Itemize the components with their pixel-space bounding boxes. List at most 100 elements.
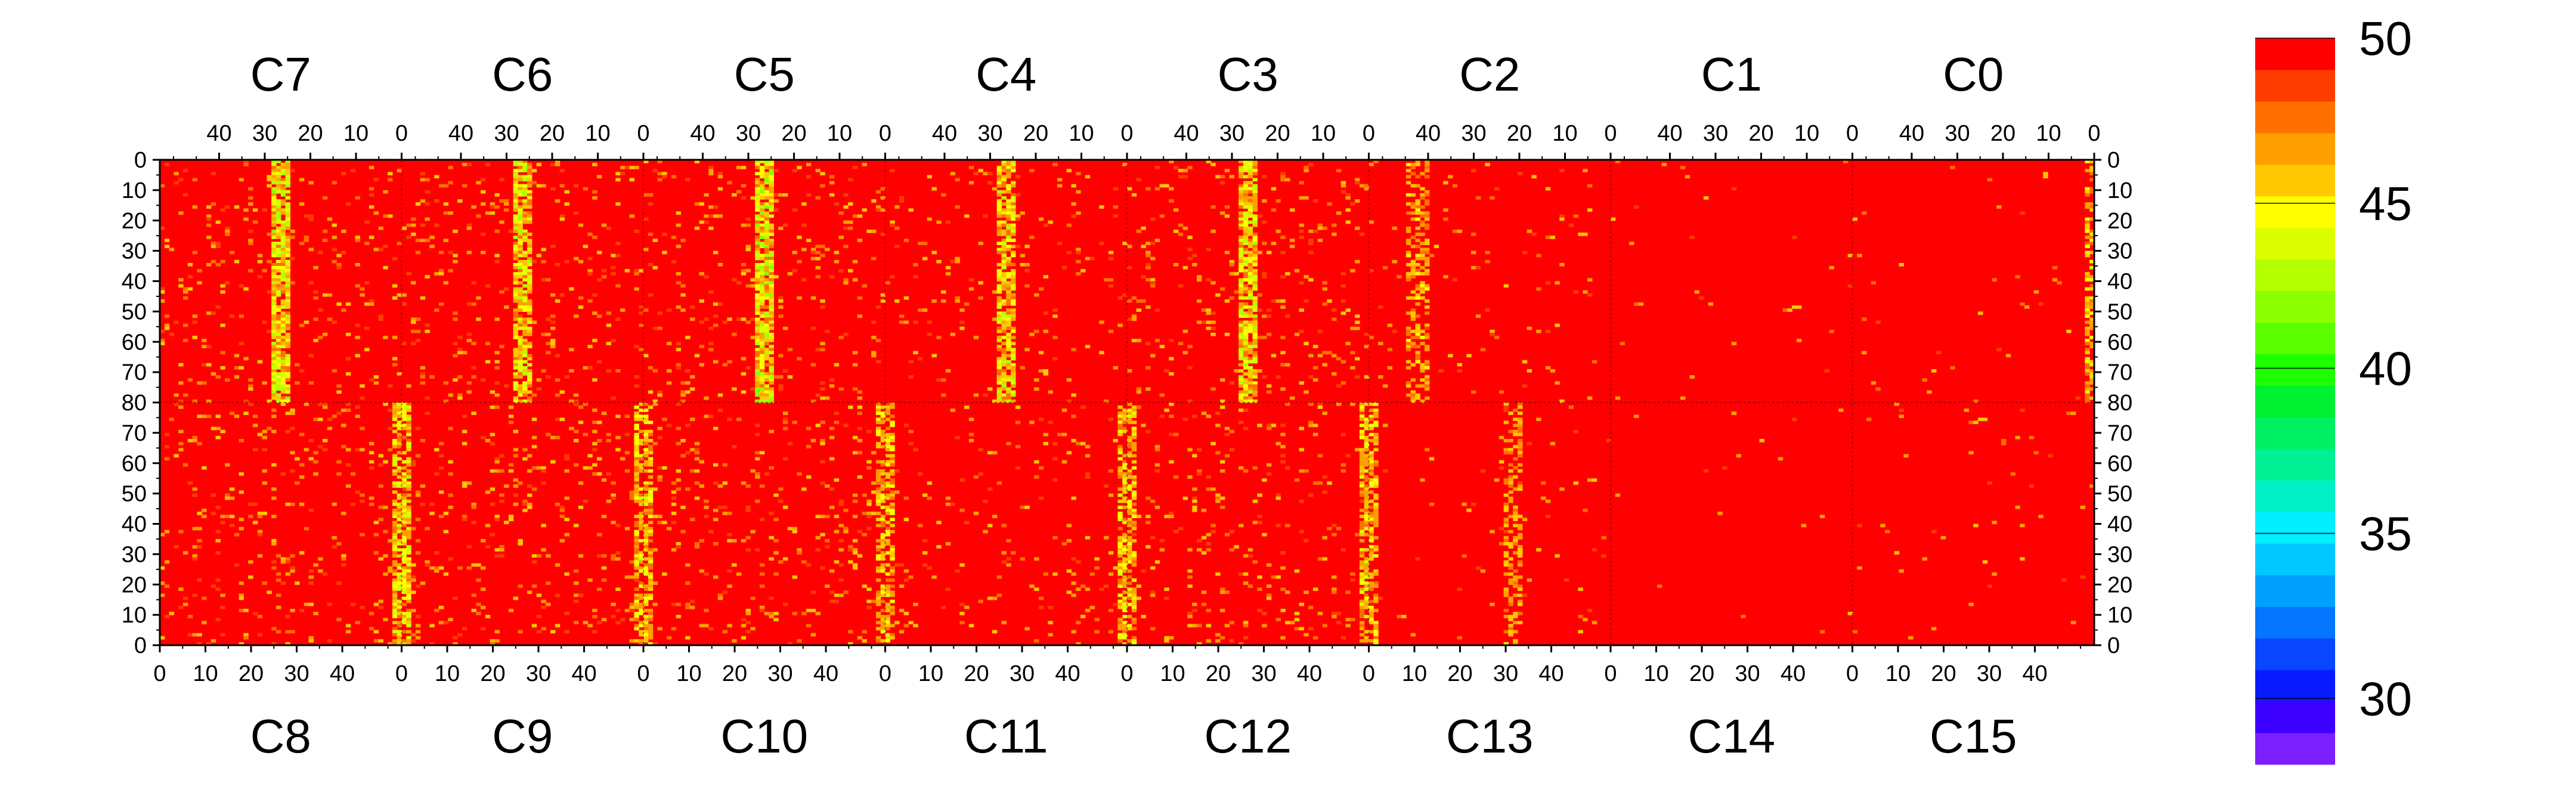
heatmap-cell <box>453 311 458 315</box>
heatmap-cell <box>755 247 760 252</box>
heatmap-cell <box>1001 384 1007 388</box>
heatmap-cell <box>248 515 253 518</box>
heatmap-cell <box>485 360 491 364</box>
heatmap-cell <box>987 451 993 455</box>
heatmap-cell <box>1252 223 1258 227</box>
heatmap-cell <box>401 342 407 345</box>
heatmap-cell <box>639 596 644 600</box>
heatmap-cell <box>1420 187 1425 191</box>
heatmap-cell <box>220 605 225 609</box>
heatmap-cell <box>680 439 686 442</box>
heatmap-cell <box>406 575 411 579</box>
heatmap-cell <box>406 417 411 422</box>
heatmap-cell <box>285 630 290 634</box>
heatmap-cell <box>601 578 607 582</box>
heatmap-cell <box>713 542 719 546</box>
heatmap-cell <box>1085 475 1091 479</box>
heatmap-cell <box>285 233 290 236</box>
heatmap-cell <box>838 236 844 239</box>
heatmap-cell <box>875 445 881 448</box>
heatmap-cell <box>769 366 774 370</box>
heatmap-cell <box>685 423 691 428</box>
heatmap-cell <box>322 196 328 200</box>
heatmap-cell <box>1024 348 1030 352</box>
heatmap-cell <box>1443 208 1448 212</box>
heatmap-cell <box>239 518 244 522</box>
heatmap-cell <box>220 521 225 525</box>
heatmap-cell <box>1257 250 1262 255</box>
heatmap-cell <box>648 557 654 561</box>
heatmap-cell <box>639 439 644 442</box>
heatmap-cell <box>1364 502 1370 506</box>
heatmap-cell <box>992 596 998 600</box>
heatmap-cell <box>415 493 421 497</box>
heatmap-cell <box>1364 454 1370 458</box>
heatmap-cell <box>750 284 756 288</box>
heatmap-cell <box>1113 205 1119 209</box>
heatmap-cell <box>1410 272 1416 275</box>
heatmap-cell <box>1359 435 1365 439</box>
heatmap-cell <box>634 272 639 275</box>
heatmap-cell <box>755 390 760 394</box>
heatmap-cell <box>1425 269 1430 273</box>
heatmap-cell <box>973 172 979 176</box>
heatmap-cell <box>322 572 328 576</box>
heatmap-cell <box>206 311 212 315</box>
heatmap-cell <box>1280 172 1286 176</box>
heatmap-cell <box>885 484 890 488</box>
heatmap-cell <box>192 250 197 255</box>
heatmap-cell <box>178 278 184 282</box>
heatmap-cell <box>1359 587 1365 592</box>
heatmap-cell <box>634 593 639 597</box>
heatmap-cell <box>880 432 886 436</box>
heatmap-cell <box>336 472 342 476</box>
heatmap-cell <box>522 239 528 242</box>
heatmap-cell <box>773 572 779 576</box>
heatmap-cell <box>160 339 165 342</box>
heatmap-cell <box>825 515 830 518</box>
heatmap-cell <box>522 205 528 209</box>
heatmap-cell <box>1127 187 1132 191</box>
heatmap-cell <box>620 308 626 312</box>
heatmap-cell <box>778 560 784 564</box>
heatmap-cell <box>764 305 770 309</box>
heatmap-cell <box>871 230 877 233</box>
heatmap-cell <box>397 372 402 376</box>
heatmap-cell <box>518 299 523 303</box>
heatmap-cell <box>996 242 1002 246</box>
heatmap-cell <box>262 435 267 439</box>
heatmap-cell <box>634 469 639 473</box>
heatmap-cell <box>234 414 240 419</box>
heatmap-cell <box>1359 457 1365 461</box>
heatmap-cell <box>285 163 290 166</box>
heatmap-cell <box>1294 269 1300 273</box>
heatmap-cell <box>513 217 519 221</box>
heatmap-cell <box>550 435 556 439</box>
heatmap-cell <box>1364 496 1370 500</box>
heatmap-cell <box>1485 308 1490 312</box>
heatmap-cell <box>392 572 398 576</box>
heatmap-cell <box>438 490 444 494</box>
heatmap-cell <box>634 566 639 570</box>
heatmap-cell <box>332 181 337 185</box>
heatmap-cell <box>169 332 174 336</box>
heatmap-cell <box>280 163 286 166</box>
heatmap-cell <box>996 220 1002 224</box>
heatmap-cell <box>1289 239 1295 242</box>
heatmap-cell <box>229 496 235 500</box>
heatmap-cell <box>341 172 346 176</box>
heatmap-cell <box>397 578 402 582</box>
heatmap-cell <box>922 493 928 497</box>
heatmap-cell <box>606 342 612 345</box>
heatmap-cell <box>285 287 290 291</box>
heatmap-cell <box>1006 284 1011 288</box>
heatmap-cell <box>406 527 411 531</box>
heatmap-cell <box>345 372 351 376</box>
heatmap-cell <box>769 193 774 197</box>
heatmap-cell <box>234 375 240 379</box>
heatmap-cell <box>518 217 523 221</box>
heatmap-cell <box>527 233 532 236</box>
heatmap-cell <box>411 639 416 643</box>
heatmap-cell <box>1234 369 1239 373</box>
heatmap-cell <box>769 169 774 172</box>
